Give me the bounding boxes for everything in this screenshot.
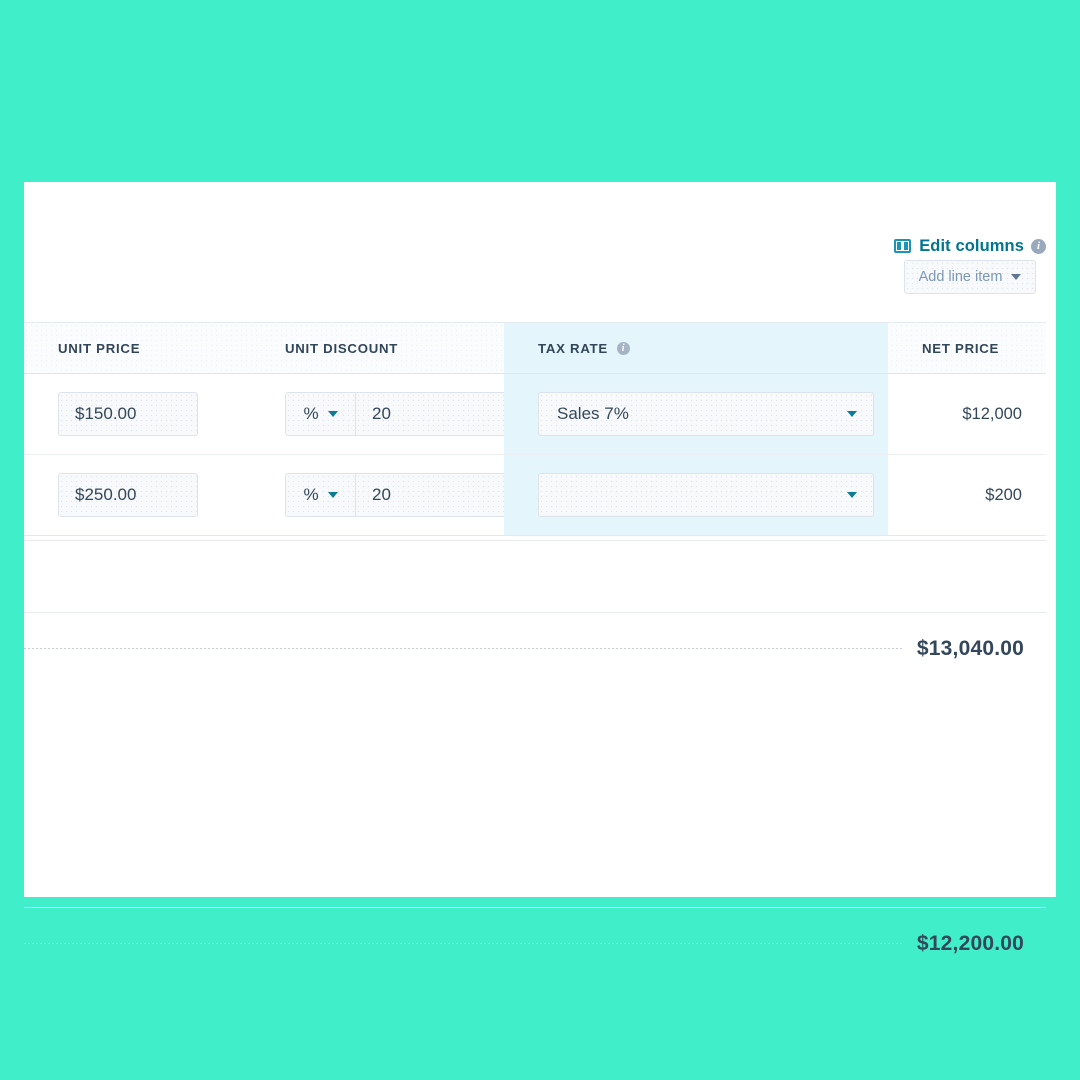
discount-type-select[interactable]: %	[285, 392, 355, 436]
cell-unit-price: $150.00	[24, 374, 251, 454]
add-line-item-button[interactable]: Add line item	[904, 260, 1036, 294]
cell-unit-discount: % 20	[251, 455, 510, 535]
table-header-row: UNIT PRICE UNIT DISCOUNT TAX RATE i NET …	[24, 322, 1046, 374]
edit-columns-row: Edit columns i	[606, 182, 1046, 255]
net-price-value: $12,000	[962, 404, 1022, 423]
total-amount: $13,040.00	[916, 636, 1024, 660]
column-header-label: NET PRICE	[922, 340, 1000, 356]
totals-section: $13,040.00 $12,200.00	[24, 540, 1046, 979]
chevron-down-icon	[847, 411, 857, 417]
discount-type-select[interactable]: %	[285, 473, 355, 517]
column-header-label: UNIT PRICE	[58, 340, 141, 356]
unit-discount-group: % 20	[285, 392, 510, 436]
cell-unit-discount: % 20	[251, 374, 510, 454]
tax-rate-info-icon[interactable]: i	[616, 341, 630, 355]
dotted-leader	[24, 943, 903, 944]
add-line-item-label: Add line item	[918, 269, 1003, 285]
edit-columns-label: Edit columns	[919, 236, 1024, 255]
total-amount: $12,200.00	[916, 931, 1024, 955]
total-row: $13,040.00	[24, 613, 1046, 684]
chevron-down-icon	[847, 492, 857, 498]
unit-price-value: $250.00	[75, 485, 137, 504]
totals-spacer	[24, 541, 1046, 612]
discount-value-input[interactable]: 20	[355, 473, 510, 517]
column-header-net-price[interactable]: NET PRICE	[888, 323, 1046, 373]
column-header-label: UNIT DISCOUNT	[285, 340, 399, 356]
unit-discount-group: % 20	[285, 473, 510, 517]
tax-rate-select[interactable]: Sales 7%	[538, 392, 874, 436]
table-toolbar: Edit columns i Add line item	[606, 182, 1046, 294]
line-items-table: UNIT PRICE UNIT DISCOUNT TAX RATE i NET …	[24, 322, 1046, 536]
add-line-item-row: Add line item	[606, 260, 1046, 294]
chevron-down-icon	[327, 492, 338, 498]
divider	[24, 612, 1046, 613]
discount-value-input[interactable]: 20	[355, 392, 510, 436]
discount-value-text: 20	[372, 485, 391, 504]
dotted-leader	[24, 648, 903, 649]
unit-price-value: $150.00	[75, 404, 137, 423]
divider	[24, 540, 1046, 541]
totals-spacer	[24, 684, 1046, 836]
column-header-unit-price[interactable]: UNIT PRICE	[24, 323, 251, 373]
table-row: $150.00 % 20 Sales 7%	[24, 374, 1046, 455]
total-row: $12,200.00	[24, 908, 1046, 979]
line-items-card: Edit columns i Add line item UNIT PRICE …	[24, 182, 1056, 955]
cell-unit-price: $250.00	[24, 455, 251, 535]
cell-tax-rate: Sales 7%	[504, 374, 888, 454]
chevron-down-icon	[1011, 274, 1022, 280]
unit-price-input[interactable]: $150.00	[58, 392, 198, 436]
column-header-unit-discount[interactable]: UNIT DISCOUNT	[251, 323, 504, 373]
discount-type-value: %	[303, 404, 319, 423]
column-header-label: TAX RATE	[538, 340, 608, 356]
edit-columns-info-icon[interactable]: i	[1031, 238, 1046, 254]
totals-spacer	[24, 836, 1046, 907]
cell-tax-rate	[504, 455, 888, 535]
discount-type-value: %	[303, 485, 319, 504]
net-price-value: $200	[985, 485, 1022, 504]
chevron-down-icon	[327, 411, 338, 417]
table-row: $250.00 % 20	[24, 455, 1046, 536]
tax-rate-value: Sales 7%	[557, 404, 629, 423]
cell-net-price: $200	[888, 455, 1046, 535]
tax-rate-select[interactable]	[538, 473, 874, 517]
columns-icon	[894, 239, 912, 253]
cell-net-price: $12,000	[888, 374, 1046, 454]
unit-price-input[interactable]: $250.00	[58, 473, 198, 517]
divider	[24, 907, 1046, 908]
edit-columns-button[interactable]: Edit columns	[894, 237, 1024, 256]
discount-value-text: 20	[372, 404, 391, 423]
column-header-tax-rate[interactable]: TAX RATE i	[504, 323, 888, 373]
